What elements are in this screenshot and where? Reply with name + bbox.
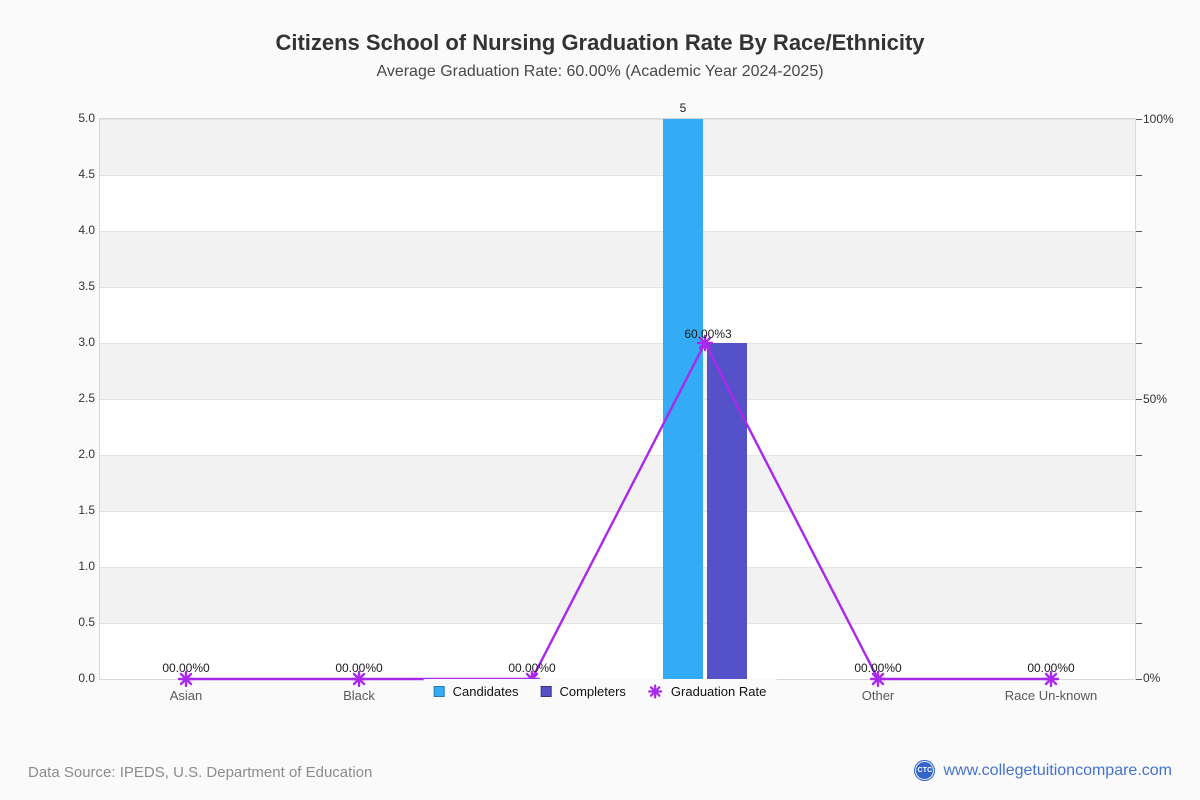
- x-axis-label-other: Other: [861, 688, 895, 703]
- y-axis-tick: 1.5: [78, 503, 95, 517]
- candidates-bar[interactable]: [663, 119, 703, 679]
- zero-value-label: 00.00%0: [508, 661, 556, 675]
- y-axis-tick: 2.0: [78, 447, 95, 461]
- star-marker: [869, 670, 887, 688]
- graduation-rate-line[interactable]: [100, 119, 1135, 688]
- legend: Candidates Completers Graduation Rate: [423, 679, 777, 703]
- y-axis-tick: 3.0: [78, 335, 95, 349]
- data-source-text: Data Source: IPEDS, U.S. Department of E…: [28, 764, 373, 781]
- right-axis-tick: 0%: [1143, 671, 1161, 685]
- y-axis-tick: 2.5: [78, 391, 95, 405]
- y-axis-tick: 3.5: [78, 279, 95, 293]
- star-marker: [177, 670, 195, 688]
- legend-label: Candidates: [452, 683, 519, 699]
- legend-label: Graduation Rate: [670, 683, 767, 699]
- plot-area: [99, 118, 1136, 680]
- y-axis-tick: 0.5: [78, 615, 95, 629]
- asterisk-swatch-icon: [648, 683, 663, 699]
- star-marker: [1042, 670, 1060, 688]
- y-axis-tick: 0.0: [78, 671, 95, 685]
- right-axis-tick: 100%: [1143, 112, 1174, 126]
- completers-swatch-icon: [540, 685, 552, 697]
- legend-item-completers[interactable]: Completers: [540, 683, 626, 699]
- right-axis-tick: 50%: [1143, 392, 1168, 406]
- right-axis-ticks: [1136, 119, 1142, 680]
- x-axis-label-black: Black: [343, 688, 375, 703]
- legend-item-graduation-rate[interactable]: Graduation Rate: [648, 684, 766, 699]
- candidates-swatch-icon: [433, 685, 445, 697]
- y-axis-tick: 4.5: [78, 167, 95, 181]
- zero-value-label: 00.00%0: [854, 661, 902, 675]
- completers-bar[interactable]: [707, 343, 747, 679]
- y-axis-tick: 1.0: [78, 559, 95, 573]
- footer-brand: CTC www.collegetuitioncompare.com: [914, 760, 1172, 781]
- legend-item-candidates[interactable]: Candidates: [433, 683, 519, 699]
- chart-subtitle: Average Graduation Rate: 60.00% (Academi…: [376, 63, 824, 80]
- y-axis-tick: 4.0: [78, 223, 95, 237]
- zero-value-label: 00.00%0: [335, 661, 383, 675]
- website-link[interactable]: www.collegetuitioncompare.com: [943, 761, 1172, 779]
- candidates-value-label: 5: [679, 101, 687, 115]
- star-marker: [350, 670, 368, 688]
- x-axis-label-asian: Asian: [169, 688, 203, 703]
- zero-value-label: 00.00%0: [162, 661, 210, 675]
- legend-label: Completers: [559, 683, 626, 699]
- star-marker: [696, 334, 714, 352]
- graduation-rate-peak-label: 60.00%3: [684, 327, 732, 341]
- zero-value-label: 00.00%0: [1027, 661, 1075, 675]
- y-axis-tick: 5.0: [78, 111, 95, 125]
- x-axis-label-race-unknown: Race Un-known: [1004, 688, 1098, 703]
- chart-title: Citizens School of Nursing Graduation Ra…: [275, 30, 925, 55]
- ctc-logo-icon[interactable]: CTC: [914, 760, 936, 781]
